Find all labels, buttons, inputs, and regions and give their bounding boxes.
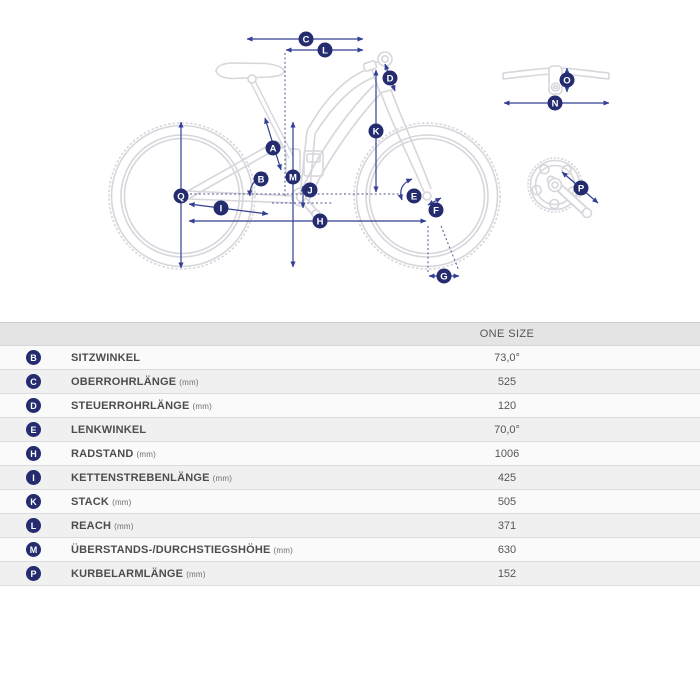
diagram-badge-m: M	[285, 169, 301, 185]
row-unit: (mm)	[112, 497, 132, 507]
row-unit: (mm)	[136, 449, 156, 459]
row-label: OBERROHRLÄNGE (mm)	[71, 375, 199, 388]
diagram-badge-e: E	[406, 188, 422, 204]
row-unit: (mm)	[186, 569, 206, 579]
row-letter-badge: C	[26, 374, 41, 389]
geometry-table: ONE SIZE B SITZWINKEL 73,0° C OBERROHRLÄ…	[0, 322, 700, 586]
row-unit: (mm)	[273, 545, 294, 555]
row-value: 120	[497, 399, 517, 412]
reference-lines	[190, 53, 460, 272]
row-letter-badge: P	[26, 566, 41, 581]
row-unit: (mm)	[192, 401, 212, 411]
svg-text:E: E	[411, 191, 417, 202]
row-value: 525	[497, 375, 517, 388]
table-body: B SITZWINKEL 73,0° C OBERROHRLÄNGE (mm) 5…	[0, 346, 700, 586]
row-label: ÜBERSTANDS-/DURCHSTIEGSHÖHE (mm)	[71, 543, 294, 556]
svg-text:Q: Q	[177, 191, 184, 202]
diagram-badge-p: P	[573, 180, 589, 196]
diagram-badge-g: G	[436, 268, 452, 284]
table-row: I KETTENSTREBENLÄNGE (mm) 425	[0, 466, 700, 490]
row-letter-badge: D	[26, 398, 41, 413]
diagram-badge-o: O	[559, 72, 575, 88]
size-column-header: ONE SIZE	[479, 328, 535, 340]
svg-text:L: L	[322, 45, 328, 56]
svg-text:F: F	[433, 205, 439, 216]
row-letter-badge: K	[26, 494, 41, 509]
svg-text:G: G	[440, 271, 447, 282]
row-letter-badge: M	[26, 542, 41, 557]
front-wheel	[353, 122, 501, 270]
diagram-badge-n: N	[547, 95, 563, 111]
svg-text:H: H	[317, 216, 324, 227]
row-value: 73,0°	[494, 351, 520, 364]
table-row: E LENKWINKEL 70,0°	[0, 418, 700, 442]
row-label: RADSTAND (mm)	[71, 447, 156, 460]
diagram-badge-q: Q	[173, 188, 189, 204]
svg-text:O: O	[563, 75, 570, 86]
svg-text:K: K	[373, 126, 380, 137]
diagram-badge-d: D	[382, 70, 398, 86]
diagram-badge-h: H	[312, 213, 328, 229]
diagram-badge-k: K	[368, 123, 384, 139]
diagram-badge-i: I	[213, 200, 229, 216]
row-value: 505	[497, 495, 517, 508]
svg-text:D: D	[387, 73, 394, 84]
row-unit: (mm)	[114, 521, 134, 531]
svg-text:M: M	[289, 172, 297, 183]
svg-text:J: J	[307, 185, 312, 196]
handlebar-front-view	[502, 65, 610, 95]
diagram-badge-b: B	[253, 171, 269, 187]
row-label: KURBELARMLÄNGE (mm)	[71, 567, 206, 580]
row-label: SITZWINKEL	[71, 351, 141, 364]
diagram-badge-l: L	[317, 42, 333, 58]
svg-text:C: C	[303, 34, 310, 45]
row-value: 371	[497, 519, 517, 532]
diagram-badge-j: J	[302, 182, 318, 198]
row-letter-badge: I	[26, 470, 41, 485]
row-unit: (mm)	[179, 377, 199, 387]
diagram-badge-a: A	[265, 140, 281, 156]
diagram-badge-c: C	[298, 31, 314, 47]
row-letter-badge: H	[26, 446, 41, 461]
row-label: LENKWINKEL	[71, 423, 147, 436]
row-value: 152	[497, 567, 517, 580]
table-row: B SITZWINKEL 73,0°	[0, 346, 700, 370]
svg-text:P: P	[578, 183, 585, 194]
svg-text:N: N	[552, 98, 559, 109]
row-value: 630	[497, 543, 517, 556]
row-value: 1006	[494, 447, 520, 460]
svg-text:A: A	[270, 143, 277, 154]
table-header-row: ONE SIZE	[0, 323, 700, 346]
row-label: REACH (mm)	[71, 519, 134, 532]
bike-geometry-diagram: A B C D E F G H I J K L M N O P Q	[108, 31, 610, 284]
svg-text:B: B	[258, 174, 265, 185]
svg-text:I: I	[220, 203, 223, 214]
table-row: H RADSTAND (mm) 1006	[0, 442, 700, 466]
row-label: KETTENSTREBENLÄNGE (mm)	[71, 471, 233, 484]
row-letter-badge: E	[26, 422, 41, 437]
table-row: D STEUERROHRLÄNGE (mm) 120	[0, 394, 700, 418]
saddle	[215, 62, 285, 80]
table-row: M ÜBERSTANDS-/DURCHSTIEGSHÖHE (mm) 630	[0, 538, 700, 562]
table-row: C OBERROHRLÄNGE (mm) 525	[0, 370, 700, 394]
diagram-badge-f: F	[428, 202, 444, 218]
row-label: STEUERROHRLÄNGE (mm)	[71, 399, 212, 412]
row-letter-badge: B	[26, 350, 41, 365]
table-row: K STACK (mm) 505	[0, 490, 700, 514]
row-letter-badge: L	[26, 518, 41, 533]
row-label: STACK (mm)	[71, 495, 132, 508]
row-value: 70,0°	[494, 423, 520, 436]
row-value: 425	[497, 471, 517, 484]
table-row: L REACH (mm) 371	[0, 514, 700, 538]
table-row: P KURBELARMLÄNGE (mm) 152	[0, 562, 700, 586]
row-unit: (mm)	[212, 473, 233, 483]
